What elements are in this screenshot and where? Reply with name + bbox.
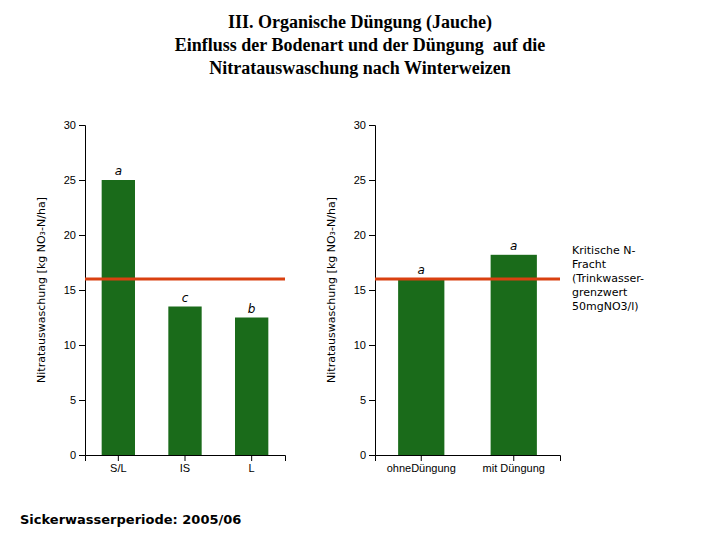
- reference-label-line: grenzwert: [572, 286, 628, 299]
- y-tick-label: 25: [64, 174, 76, 186]
- x-tick-label: S/L: [110, 462, 127, 474]
- x-axis: ohneDüngung mit Düngung: [376, 455, 561, 474]
- y-tick-label: 0: [70, 449, 76, 461]
- y-tick-mark: [79, 180, 85, 181]
- panel: 0 5 10 15 20 25 30 S/L IS L Nitratauswaschung [kg …: [35, 119, 286, 474]
- x-tick-mark: [118, 455, 119, 461]
- bar: [102, 180, 135, 455]
- x-tick-label: IS: [180, 462, 190, 474]
- y-tick-label: 10: [354, 339, 366, 351]
- y-tick: 25: [354, 174, 375, 186]
- y-tick-mark: [79, 125, 85, 126]
- y-tick: 10: [354, 339, 375, 351]
- y-tick: 20: [64, 229, 85, 241]
- x-tick-label: mit Düngung: [483, 462, 545, 474]
- y-tick: 25: [64, 174, 85, 186]
- y-tick-label: 20: [64, 229, 76, 241]
- y-tick: 0: [70, 449, 85, 461]
- chart: III. Organische Düngung (Jauche)Einfluss…: [0, 0, 720, 540]
- y-tick-label: 30: [354, 119, 366, 131]
- y-tick: 20: [354, 229, 375, 241]
- x-axis: S/L IS L: [86, 455, 286, 474]
- title: III. Organische Düngung (Jauche)Einfluss…: [175, 12, 545, 78]
- y-axis: 0 5 10 15 20 25 30: [354, 119, 376, 461]
- y-tick-label: 15: [64, 284, 76, 296]
- x-tick-mark: [421, 455, 422, 461]
- y-tick: 30: [354, 119, 375, 131]
- bar: [398, 279, 444, 455]
- y-tick: 15: [354, 284, 375, 296]
- reference-label-line: Kritische N-: [572, 244, 635, 257]
- bar: [491, 255, 537, 455]
- y-tick-mark: [79, 455, 85, 456]
- bar-annotation: a: [115, 164, 122, 178]
- y-tick-label: 0: [360, 449, 366, 461]
- title-line: III. Organische Düngung (Jauche): [228, 12, 492, 33]
- reference-line: [375, 278, 560, 281]
- reference-label-line: 50mgNO3/l): [572, 300, 639, 313]
- y-tick: 15: [64, 284, 85, 296]
- y-tick-mark: [369, 235, 375, 236]
- y-tick: 5: [70, 394, 85, 406]
- bar-annotation: a: [510, 239, 517, 253]
- y-tick-label: 5: [360, 394, 366, 406]
- panel: 0 5 10 15 20 25 30 ohneDüngung mit Düngung Nitrat…: [325, 119, 644, 474]
- y-tick-mark: [369, 345, 375, 346]
- y-tick: 5: [360, 394, 375, 406]
- y-tick-mark: [369, 125, 375, 126]
- y-tick: 0: [360, 449, 375, 461]
- x-axis-line: [376, 456, 561, 462]
- y-axis-title: Nitratauswaschung [kg NO₃-N/ha]: [325, 197, 338, 383]
- bar-annotation: b: [248, 302, 256, 316]
- x-tick: mit Düngung: [483, 455, 545, 474]
- x-tick-mark: [185, 455, 186, 461]
- y-tick-mark: [79, 400, 85, 401]
- y-axis: 0 5 10 15 20 25 30: [64, 119, 86, 461]
- y-tick-mark: [79, 345, 85, 346]
- y-tick-label: 25: [354, 174, 366, 186]
- y-axis-title: Nitratauswaschung [kg NO₃-N/ha]: [35, 197, 48, 383]
- y-tick-mark: [369, 180, 375, 181]
- y-tick-mark: [79, 235, 85, 236]
- plot-area: [85, 180, 285, 455]
- bar-annotation: a: [418, 263, 425, 277]
- y-tick-label: 20: [354, 229, 366, 241]
- reference-label: Kritische N-Fracht(Trinkwasser-grenzwert…: [572, 244, 644, 313]
- x-tick: S/L: [110, 455, 127, 474]
- x-tick: L: [249, 455, 255, 474]
- plot-area: [375, 255, 560, 455]
- title-line: Nitratauswaschung nach Winterweizen: [209, 58, 510, 78]
- x-tick-label: ohneDüngung: [387, 462, 456, 474]
- y-axis-line: [369, 126, 376, 456]
- x-tick-mark: [251, 455, 252, 461]
- y-tick-label: 30: [64, 119, 76, 131]
- y-tick-mark: [369, 400, 375, 401]
- title-line: Einfluss der Bodenart und der Düngung au…: [175, 35, 545, 55]
- x-tick-mark: [513, 455, 514, 461]
- footer: Sickerwasserperiode: 2005/06: [20, 512, 241, 527]
- y-axis-line: [79, 126, 86, 456]
- reference-label-line: Fracht: [572, 258, 607, 271]
- bar: [168, 307, 201, 456]
- y-tick-label: 15: [354, 284, 366, 296]
- bar-annotation: c: [182, 291, 189, 305]
- y-tick-label: 5: [70, 394, 76, 406]
- x-axis-line: [86, 456, 286, 462]
- reference-label-line: (Trinkwasser-: [572, 272, 644, 285]
- x-tick: IS: [180, 455, 190, 474]
- y-tick-mark: [369, 455, 375, 456]
- x-tick-label: L: [249, 462, 255, 474]
- y-tick: 30: [64, 119, 85, 131]
- y-tick-mark: [79, 290, 85, 291]
- y-tick-mark: [369, 290, 375, 291]
- bar: [235, 318, 268, 456]
- y-tick: 10: [64, 339, 85, 351]
- reference-line: [85, 278, 285, 281]
- y-tick-label: 10: [64, 339, 76, 351]
- x-tick: ohneDüngung: [387, 455, 456, 474]
